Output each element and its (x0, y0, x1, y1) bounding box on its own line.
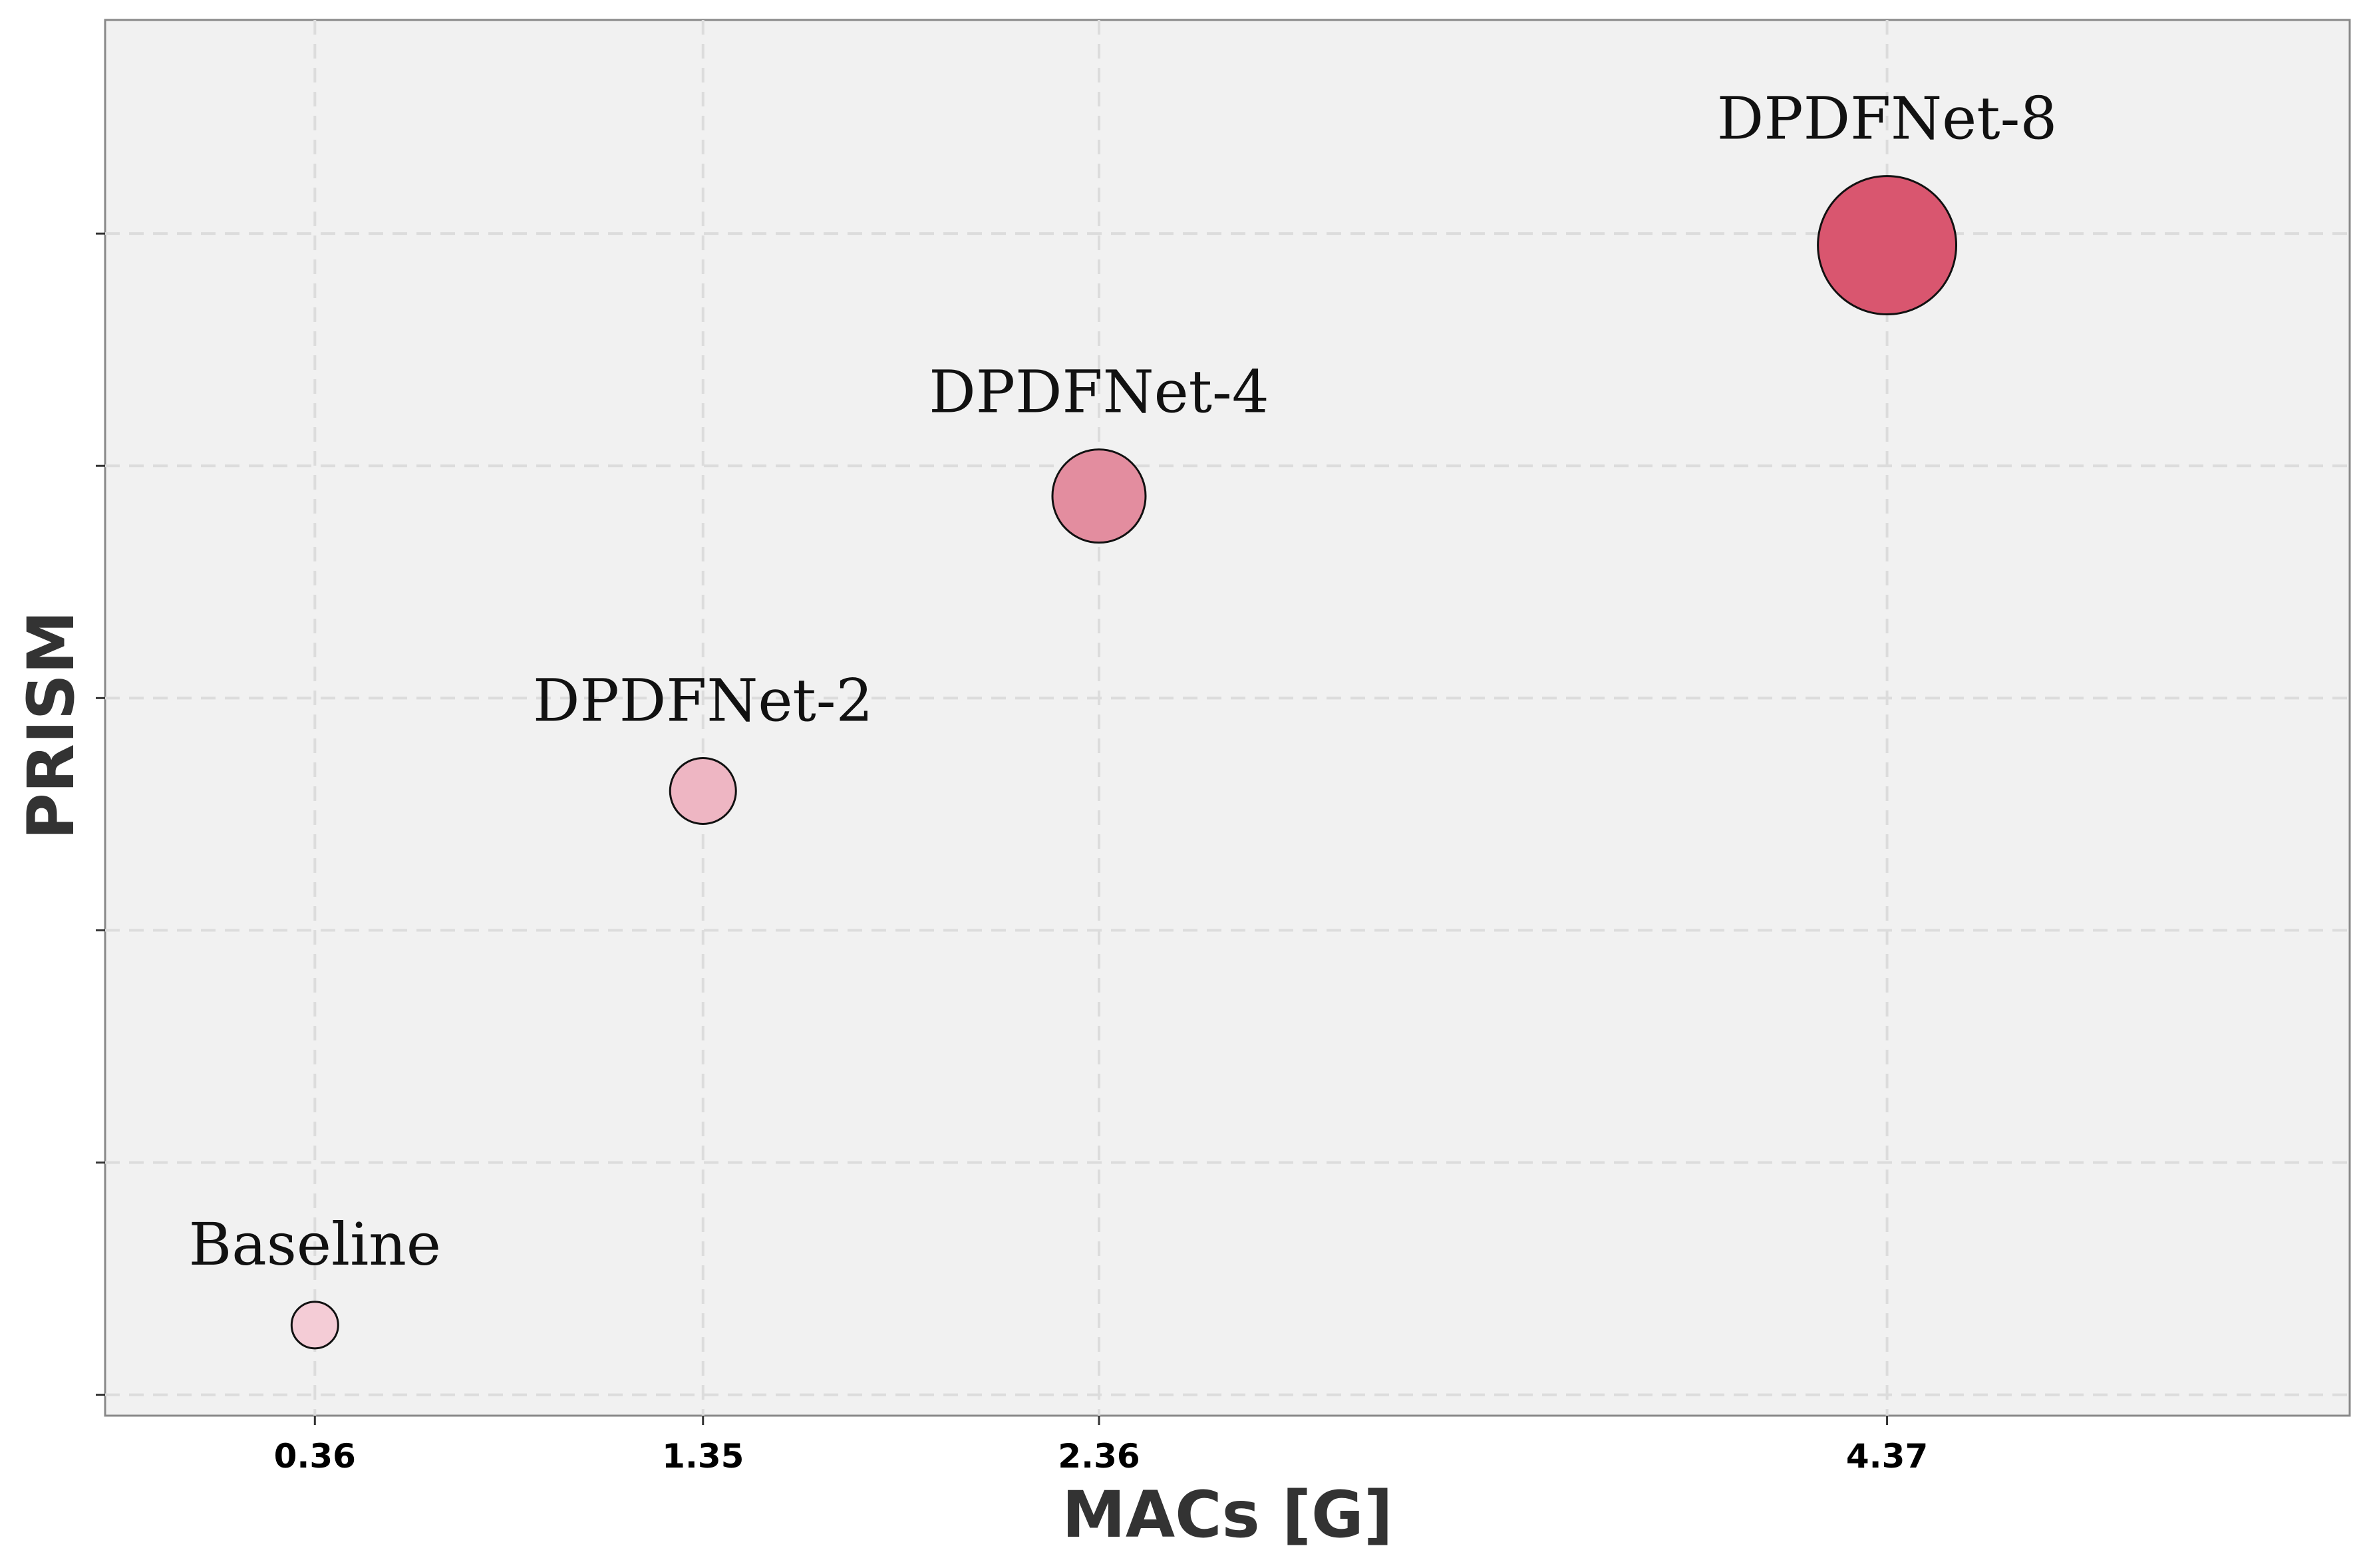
point-labels: Baseline DPDFNet-2 DPDFNet-4 DPDFNet-8 (189, 84, 2058, 1279)
plot-background (104, 19, 2351, 1417)
data-point (1817, 175, 1958, 316)
y-ticks (96, 232, 105, 1396)
x-tick-label: 0.36 (274, 1437, 356, 1476)
x-ticks: 0.36 1.35 2.36 4.37 (274, 1416, 1928, 1476)
point-label: DPDFNet-8 (1717, 84, 2058, 153)
y-axis-label: PRISM (14, 611, 88, 840)
x-tick-label: 2.36 (1058, 1437, 1140, 1476)
grid (105, 20, 2350, 1416)
x-tick-label: 1.35 (662, 1437, 744, 1476)
point-label: DPDFNet-4 (929, 358, 1269, 426)
x-axis-label: MACs [G] (1062, 1478, 1392, 1552)
point-label: Baseline (189, 1210, 441, 1279)
data-point (290, 1301, 339, 1350)
data-point (1051, 448, 1147, 544)
point-label: DPDFNet-2 (533, 666, 873, 734)
data-points (290, 175, 1958, 1350)
x-tick-label: 4.37 (1846, 1437, 1928, 1476)
data-point (669, 756, 737, 825)
